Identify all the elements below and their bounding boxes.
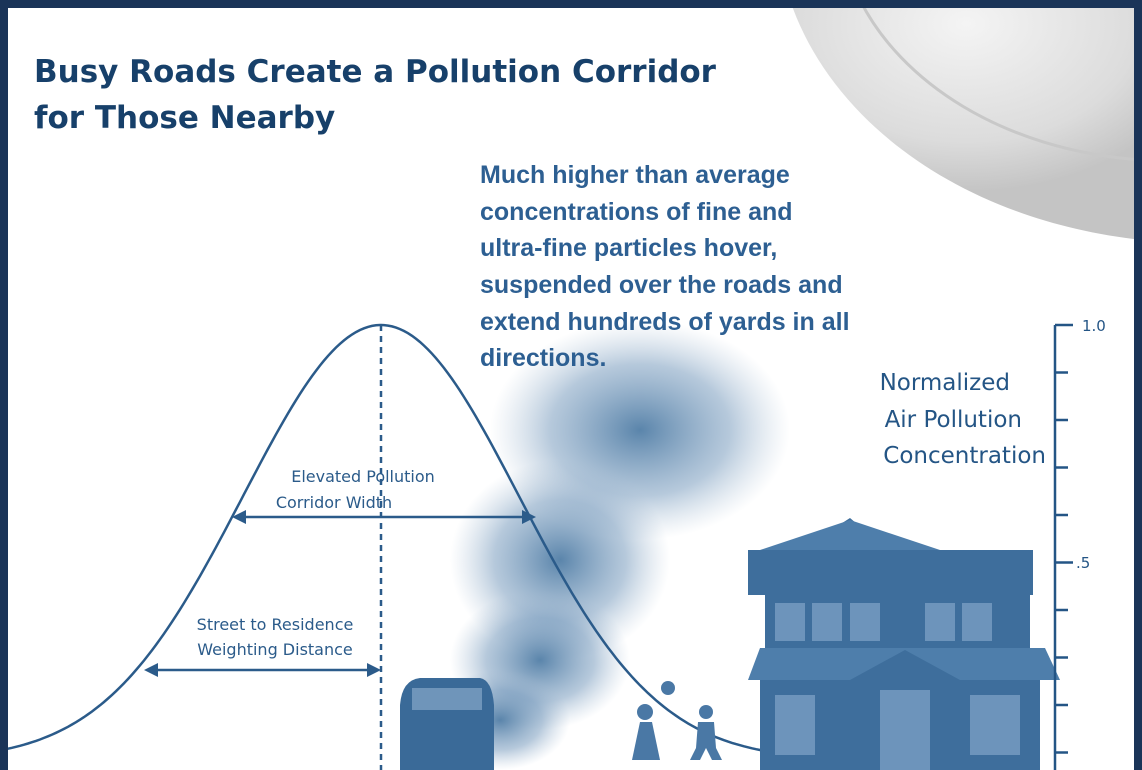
callout-line: extend hundreds of yards in all bbox=[480, 308, 850, 336]
callout-line: Much higher than average bbox=[480, 161, 790, 189]
callout-line: ultra-fine particles hover, bbox=[480, 234, 777, 262]
tick-label: 1.0 bbox=[1082, 317, 1106, 335]
annotation: Weighting Distance bbox=[197, 640, 353, 659]
infographic: Busy Roads Create a Pollution Corridor f… bbox=[0, 0, 1142, 770]
title-line: for Those Nearby bbox=[34, 100, 335, 136]
tick-label: .5 bbox=[1076, 554, 1090, 572]
callout-line: directions. bbox=[480, 344, 606, 372]
axis-label: Concentration bbox=[883, 443, 1046, 469]
annotation: Street to Residence bbox=[197, 615, 354, 634]
house bbox=[748, 518, 1060, 770]
annotation: Elevated Pollution bbox=[291, 467, 435, 486]
car bbox=[400, 678, 494, 770]
title-line: Busy Roads Create a Pollution Corridor bbox=[34, 54, 717, 90]
axis-label: Normalized bbox=[880, 370, 1010, 396]
callout-line: concentrations of fine and bbox=[480, 198, 793, 226]
annotation: Corridor Width bbox=[276, 493, 392, 512]
axis-label: Air Pollution bbox=[885, 407, 1022, 433]
callout-line: suspended over the roads and bbox=[480, 271, 843, 299]
